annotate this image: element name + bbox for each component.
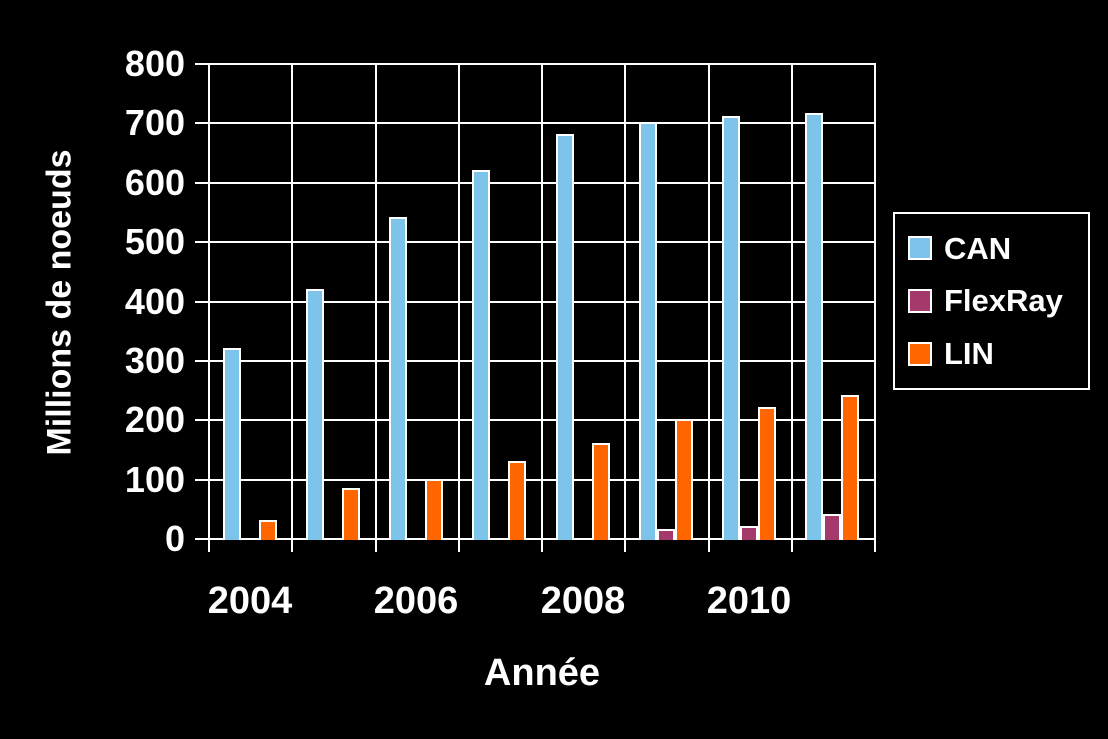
legend: CAN FlexRay LIN [893, 212, 1090, 390]
y-tick-label-500: 500 [124, 221, 185, 262]
x-gridline-8 [874, 63, 876, 540]
bar-flexray-2009 [657, 529, 675, 540]
x-gridline-1 [291, 63, 293, 540]
y-axis-tick-200 [195, 419, 208, 421]
bar-can-2004 [223, 348, 241, 540]
y-tick-label-200: 200 [124, 399, 185, 440]
legend-label-flexray: FlexRay [944, 283, 1063, 319]
legend-item-lin: LIN [908, 338, 1088, 369]
lin-swatch-icon [908, 341, 932, 366]
x-gridline-0 [208, 63, 210, 540]
y-axis-tick-300 [195, 360, 208, 362]
legend-item-can: CAN [908, 233, 1088, 264]
legend-item-flexray: FlexRay [908, 285, 1088, 316]
x-gridline-2 [375, 63, 377, 540]
y-tick-label-0: 0 [164, 518, 185, 559]
x-axis-tick-0 [208, 540, 210, 552]
bar-can-2007 [472, 170, 490, 540]
bar-can-2008 [556, 134, 574, 540]
y-axis-tick-0 [195, 538, 208, 540]
bar-lin-2005 [342, 488, 360, 540]
y-axis-tick-700 [195, 122, 208, 124]
legend-label-lin: LIN [944, 336, 994, 372]
bar-lin-2006 [425, 479, 443, 540]
x-axis-title: Année [483, 652, 601, 694]
y-tick-label-400: 400 [124, 281, 185, 322]
x-gridline-5 [624, 63, 626, 540]
x-axis-tick-3 [458, 540, 460, 552]
bar-lin-2004 [259, 520, 277, 540]
bar-flexray-2010 [740, 526, 758, 540]
plot-area [195, 63, 876, 552]
y-tick-label-100: 100 [124, 459, 185, 500]
bar-lin-2007 [508, 461, 526, 540]
x-gridline-3 [458, 63, 460, 540]
y-axis-tick-800 [195, 63, 208, 65]
x-tick-label-2006: 2006 [373, 580, 459, 622]
bar-can-2009 [639, 122, 657, 540]
x-axis-tick-2 [375, 540, 377, 552]
flexray-swatch-icon [908, 288, 932, 313]
x-axis-tick-4 [541, 540, 543, 552]
y-tick-label-600: 600 [124, 162, 185, 203]
bar-lin-2011 [841, 395, 859, 540]
y-tick-label-300: 300 [124, 340, 185, 381]
y-axis-tick-400 [195, 301, 208, 303]
bar-lin-2010 [758, 407, 776, 540]
x-gridline-7 [791, 63, 793, 540]
bar-flexray-2011 [823, 514, 841, 540]
y-axis-tick-100 [195, 479, 208, 481]
x-gridline-4 [541, 63, 543, 540]
bar-can-2010 [722, 116, 740, 540]
bar-lin-2009 [675, 419, 693, 540]
y-axis-tick-600 [195, 182, 208, 184]
x-axis-tick-7 [791, 540, 793, 552]
y-tick-label-700: 700 [124, 102, 185, 143]
x-tick-label-2008: 2008 [540, 580, 626, 622]
bar-can-2005 [306, 289, 324, 540]
y-axis-tick-500 [195, 241, 208, 243]
bar-can-2011 [805, 113, 823, 540]
bar-can-2006 [389, 217, 407, 540]
x-axis-tick-5 [624, 540, 626, 552]
legend-label-can: CAN [944, 230, 1012, 266]
x-gridline-6 [708, 63, 710, 540]
y-tick-label-800: 800 [124, 43, 185, 84]
x-tick-label-2004: 2004 [207, 580, 293, 622]
bar-lin-2008 [592, 443, 610, 540]
x-axis-tick-1 [291, 540, 293, 552]
x-axis-tick-8 [874, 540, 876, 552]
can-swatch-icon [908, 236, 932, 261]
x-tick-label-2010: 2010 [706, 580, 792, 622]
x-axis-tick-6 [708, 540, 710, 552]
